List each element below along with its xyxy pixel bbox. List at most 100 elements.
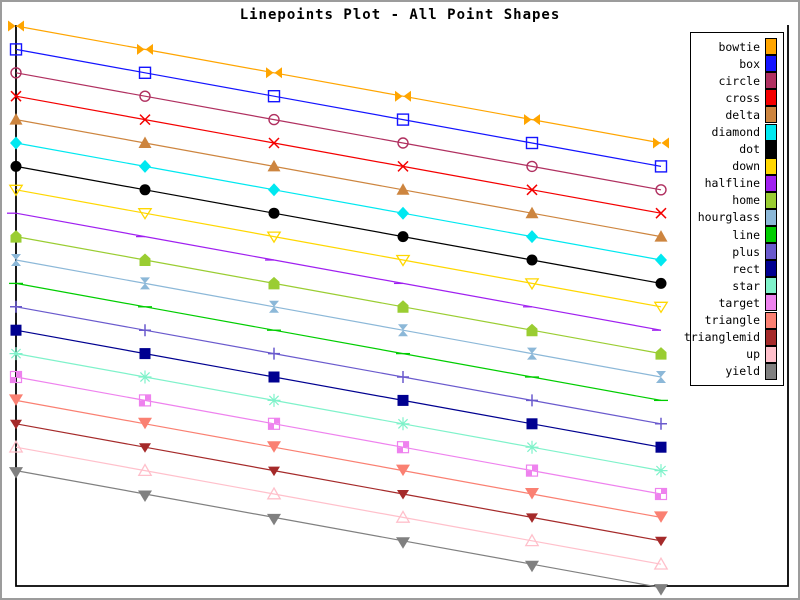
dot-marker-icon (526, 254, 538, 266)
legend-item-circle: circle (691, 72, 783, 90)
legend-swatch (765, 174, 777, 192)
home-marker-icon (397, 300, 409, 313)
chart-title: Linepoints Plot - All Point Shapes (239, 7, 561, 23)
series-dot-line (15, 165, 662, 284)
series-dot (10, 160, 667, 289)
hourglass-marker-icon (269, 300, 279, 313)
delta-marker-icon (138, 136, 152, 148)
cross-marker-icon (397, 160, 409, 172)
series-delta-line (15, 119, 662, 238)
legend-swatch (765, 328, 777, 346)
legend-item-box: box (691, 55, 783, 73)
series-circle-line (15, 72, 662, 191)
legend-swatch (765, 123, 777, 141)
home-marker-icon (139, 253, 151, 266)
series-bowtie-line (15, 25, 662, 144)
diamond-marker-icon (526, 230, 538, 244)
series-hourglass (11, 254, 666, 383)
circle-marker-icon (10, 67, 22, 79)
home-marker-icon (526, 323, 538, 337)
target-marker-icon (138, 394, 152, 407)
dot-marker-icon (139, 184, 151, 196)
circle-marker-icon (397, 137, 409, 149)
triangle-marker-icon (525, 488, 539, 500)
plus-marker-icon (268, 347, 280, 360)
legend-label: target (718, 295, 760, 310)
rect-marker-icon (397, 394, 409, 406)
series-plus-line (15, 306, 662, 425)
legend-swatch (765, 277, 777, 295)
diamond-marker-icon (397, 206, 409, 220)
series-bowtie (8, 20, 669, 149)
series-halfline (7, 212, 662, 331)
down-marker-icon (266, 231, 282, 244)
home-marker-icon (268, 276, 280, 290)
series-plus (10, 300, 667, 430)
series-line-line (15, 282, 662, 401)
box-marker-icon (654, 160, 668, 173)
legend-swatch (765, 38, 777, 56)
series-circle (10, 67, 667, 196)
circle-marker-icon (268, 113, 280, 126)
cross-marker-icon (139, 114, 151, 126)
hourglass-marker-icon (398, 324, 408, 337)
legend-label: yield (725, 364, 760, 379)
legend-swatch (765, 260, 777, 278)
triangle-marker-icon (654, 511, 668, 523)
legend-swatch (765, 362, 777, 380)
plus-marker-icon (10, 300, 22, 313)
legend-label: plus (732, 244, 760, 259)
legend-swatch (765, 243, 777, 261)
yield-marker-icon (525, 560, 539, 573)
legend-label: circle (718, 73, 760, 88)
legend-label: cross (725, 90, 760, 105)
series-delta (9, 113, 668, 242)
down-marker-icon (653, 301, 669, 314)
trianglemid-marker-icon (397, 490, 409, 500)
series-cross-line (15, 95, 662, 214)
legend-label: line (732, 227, 760, 242)
down-marker-icon (395, 254, 411, 267)
home-marker-icon (10, 230, 22, 243)
delta-marker-icon (267, 159, 281, 172)
plus-marker-icon (139, 324, 151, 337)
legend-item-hourglass: hourglass (691, 208, 783, 226)
bowtie-marker-icon (524, 114, 540, 126)
target-marker-icon (9, 370, 23, 384)
legend-swatch (765, 106, 777, 124)
series-box (9, 43, 668, 173)
yield-marker-icon (396, 537, 410, 549)
triangle-marker-icon (9, 394, 23, 406)
trianglemid-marker-icon (139, 443, 151, 453)
diamond-marker-icon (655, 253, 667, 267)
box-marker-icon (9, 43, 23, 56)
series-cross (10, 90, 667, 219)
yield-marker-icon (138, 490, 152, 502)
triangle-marker-icon (396, 464, 410, 477)
series-box-line (15, 48, 662, 167)
legend-swatch (765, 72, 777, 90)
legend-label: up (746, 347, 760, 362)
legend-swatch (765, 140, 777, 158)
yield-marker-icon (267, 513, 281, 526)
down-marker-icon (524, 278, 540, 291)
legend-swatch (765, 89, 777, 107)
diamond-marker-icon (10, 136, 22, 150)
legend-item-up: up (691, 345, 783, 363)
series-yield-line (15, 470, 662, 589)
legend-swatch (765, 226, 777, 244)
hourglass-marker-icon (656, 371, 666, 383)
trianglemid-marker-icon (10, 419, 22, 430)
box-marker-icon (525, 136, 539, 150)
series-star (9, 347, 668, 478)
cross-marker-icon (526, 184, 538, 196)
up-marker-icon (524, 533, 540, 547)
series-up-line (15, 446, 662, 565)
rect-marker-icon (139, 348, 151, 360)
series-yield (9, 467, 668, 596)
diamond-marker-icon (139, 159, 151, 173)
dot-marker-icon (268, 207, 280, 219)
delta-marker-icon (654, 230, 668, 242)
